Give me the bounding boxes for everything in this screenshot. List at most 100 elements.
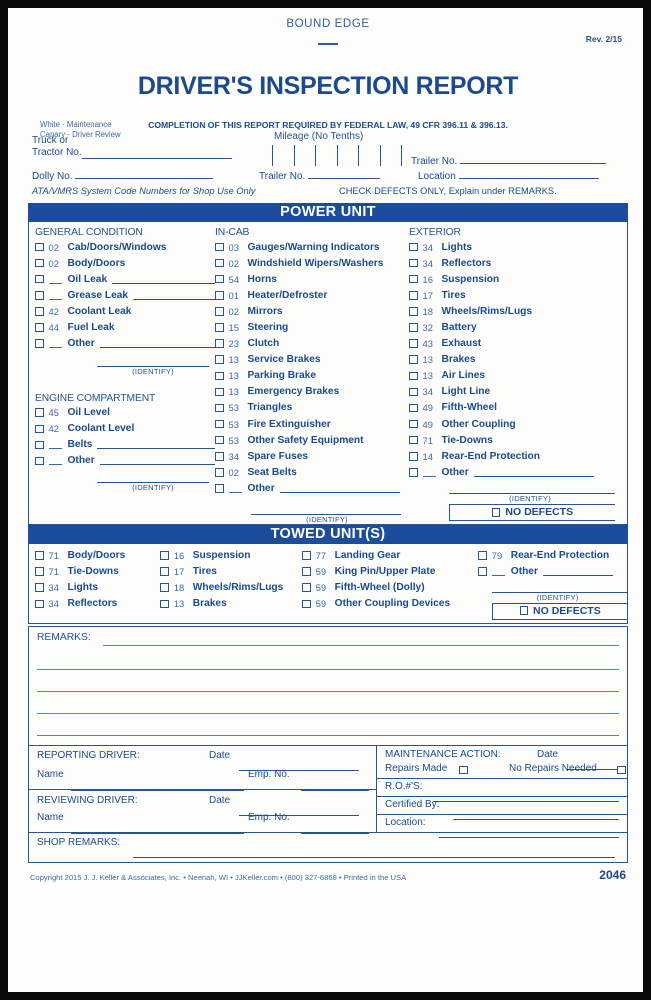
write-in-line[interactable] xyxy=(473,468,594,477)
write-in-line[interactable] xyxy=(133,291,215,300)
checkbox-icon[interactable] xyxy=(409,468,418,477)
checkbox-icon[interactable] xyxy=(215,242,224,252)
checkbox-icon[interactable] xyxy=(35,567,44,576)
checklist-item[interactable]: 13 Emergency Brakes xyxy=(215,384,409,400)
checklist-item[interactable]: 13 Air Lines xyxy=(409,368,615,384)
checkbox-icon[interactable] xyxy=(478,567,487,576)
mileage-digit-cell[interactable] xyxy=(293,145,316,166)
checklist-item[interactable]: 15 Steering xyxy=(215,319,409,335)
shop-remarks-row[interactable]: SHOP REMARKS: xyxy=(29,831,627,862)
mileage-digit-cell[interactable] xyxy=(379,145,402,166)
checklist-item[interactable]: 02 Body/Doors xyxy=(35,255,215,271)
checklist-item[interactable]: 14 Rear-End Protection xyxy=(409,448,615,464)
checkbox-icon[interactable] xyxy=(409,291,418,300)
checkbox-icon[interactable] xyxy=(35,440,44,450)
checklist-item[interactable]: 03 Gauges/Warning Indicators xyxy=(215,239,409,255)
checkbox-icon[interactable] xyxy=(215,291,224,300)
checkbox-icon[interactable] xyxy=(215,339,224,348)
remarks-line-2[interactable] xyxy=(37,668,619,670)
shop-remarks-input[interactable] xyxy=(133,847,615,858)
checkbox-icon[interactable] xyxy=(35,583,44,592)
ata-code-blank[interactable] xyxy=(48,275,62,284)
checkbox-icon[interactable] xyxy=(35,599,44,609)
checklist-item[interactable]: 34 Light Line xyxy=(409,384,615,400)
certified-by-input[interactable] xyxy=(453,809,619,820)
reviewing-date-input[interactable] xyxy=(239,805,359,816)
remarks-line-5[interactable] xyxy=(37,734,619,736)
checklist-item[interactable]: Other xyxy=(478,564,627,580)
towed-no-defects-option[interactable]: NO DEFECTS xyxy=(492,602,627,620)
checkbox-icon[interactable] xyxy=(409,242,418,252)
checkbox-icon[interactable] xyxy=(302,551,311,560)
reporting-date-input[interactable] xyxy=(239,760,359,771)
checkbox-icon[interactable] xyxy=(409,403,418,413)
checkbox-icon[interactable] xyxy=(35,274,44,284)
reviewing-emp-input[interactable] xyxy=(301,823,369,835)
write-in-line[interactable] xyxy=(279,484,400,493)
checklist-item[interactable]: 02 Windshield Wipers/Washers xyxy=(215,255,409,271)
repairs-made-checkbox[interactable] xyxy=(459,765,468,775)
ata-code-blank[interactable] xyxy=(48,291,62,300)
checklist-item[interactable]: 53 Other Safety Equipment xyxy=(215,432,409,448)
checklist-item[interactable]: 34 Reflectors xyxy=(35,596,160,612)
checklist-item[interactable]: 02 Mirrors xyxy=(215,303,409,319)
tractor-no-input[interactable] xyxy=(81,148,232,159)
maintenance-date-input[interactable] xyxy=(567,759,623,770)
checklist-item[interactable]: 16 Suspension xyxy=(160,548,302,564)
remarks-line-3[interactable] xyxy=(37,690,619,692)
checklist-item[interactable]: 18 Wheels/Rims/Lugs xyxy=(409,303,615,319)
reporting-emp-input[interactable] xyxy=(301,780,369,792)
ata-code-blank[interactable] xyxy=(48,339,62,349)
checklist-item[interactable]: 77 Landing Gear xyxy=(302,548,478,564)
checklist-item[interactable]: 49 Fifth-Wheel xyxy=(409,400,615,416)
checklist-item[interactable]: Other xyxy=(35,453,215,469)
checkbox-icon[interactable] xyxy=(35,408,44,417)
checkbox-icon[interactable] xyxy=(215,468,224,477)
checklist-item[interactable]: 42 Coolant Leak xyxy=(35,303,215,319)
checklist-item[interactable]: 43 Exhaust xyxy=(409,336,615,352)
checkbox-icon[interactable] xyxy=(215,274,224,284)
checklist-item[interactable]: 54 Horns xyxy=(215,271,409,287)
checklist-item[interactable]: 71 Tie-Downs xyxy=(409,432,615,448)
checklist-item[interactable]: 17 Tires xyxy=(160,564,302,580)
checklist-item[interactable]: 02 Seat Belts xyxy=(215,464,409,480)
maintenance-location-input[interactable] xyxy=(439,827,619,838)
trailer-no-second-input[interactable] xyxy=(308,168,381,179)
checklist-item[interactable]: 01 Heater/Defroster xyxy=(215,287,409,303)
checklist-item[interactable]: 59 Other Coupling Devices xyxy=(302,596,478,612)
write-in-line[interactable] xyxy=(112,275,215,284)
checklist-item[interactable]: 13 Brakes xyxy=(409,352,615,368)
checklist-item[interactable]: Oil Leak xyxy=(35,271,215,287)
reviewing-name-input[interactable] xyxy=(71,823,244,835)
checkbox-icon[interactable] xyxy=(409,307,418,316)
ata-code-blank[interactable] xyxy=(48,440,62,450)
checklist-item[interactable]: Grease Leak xyxy=(35,287,215,303)
checkbox-icon[interactable] xyxy=(215,435,224,445)
checkbox-icon[interactable] xyxy=(160,583,169,592)
checkbox-icon[interactable] xyxy=(409,339,418,348)
checklist-item[interactable]: 17 Tires xyxy=(409,287,615,303)
checklist-item[interactable]: 16 Suspension xyxy=(409,271,615,287)
checkbox-icon[interactable] xyxy=(35,307,44,316)
checkbox-icon[interactable] xyxy=(215,355,224,364)
location-input[interactable] xyxy=(458,168,599,179)
checklist-item[interactable]: 44 Fuel Leak xyxy=(35,319,215,335)
checklist-item[interactable]: Other xyxy=(409,464,615,480)
remarks-line-1[interactable] xyxy=(103,644,619,646)
power-unit-no-defects-option[interactable]: NO DEFECTS xyxy=(449,504,615,522)
checklist-item[interactable]: 18 Wheels/Rims/Lugs xyxy=(160,580,302,596)
checkbox-icon[interactable] xyxy=(409,419,418,429)
checkbox-icon[interactable] xyxy=(215,452,224,461)
mileage-digit-cell[interactable] xyxy=(336,145,359,166)
checkbox-icon[interactable] xyxy=(409,258,418,268)
checklist-item[interactable]: 59 King Pin/Upper Plate xyxy=(302,564,478,580)
checkbox-icon[interactable] xyxy=(215,419,224,429)
checkbox-icon[interactable] xyxy=(160,599,169,609)
checklist-item[interactable]: 49 Other Coupling xyxy=(409,416,615,432)
mileage-digit-cell[interactable] xyxy=(315,145,337,166)
checklist-item[interactable]: 34 Lights xyxy=(35,580,160,596)
checklist-item[interactable]: 53 Triangles xyxy=(215,400,409,416)
checkbox-icon[interactable] xyxy=(302,583,311,592)
write-in-line[interactable] xyxy=(97,440,215,450)
write-in-line[interactable] xyxy=(542,567,613,577)
